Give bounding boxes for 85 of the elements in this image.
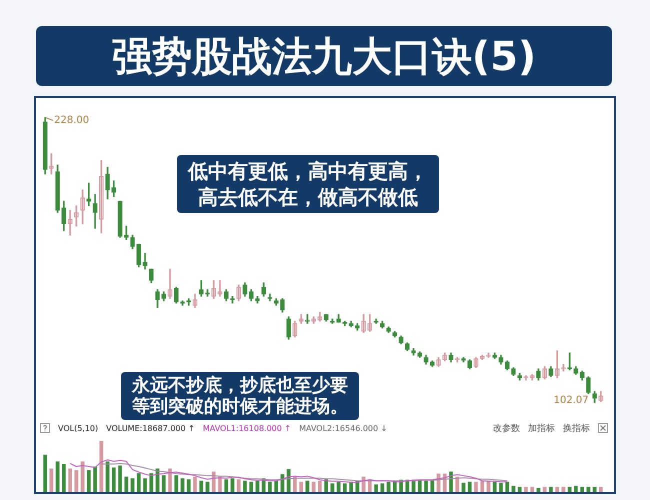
bar	[206, 482, 210, 492]
text: VOLUME:18687.000 ↑	[106, 424, 195, 432]
bar	[43, 454, 47, 492]
bar	[386, 482, 390, 492]
bar	[156, 468, 160, 492]
bar	[512, 486, 516, 492]
bar	[336, 482, 340, 492]
bar	[324, 479, 328, 492]
bar	[74, 470, 78, 492]
bar	[49, 468, 54, 492]
bar	[536, 488, 540, 492]
bar	[330, 483, 334, 492]
bar	[136, 473, 141, 492]
bar	[249, 482, 254, 492]
bar	[180, 478, 184, 492]
bar	[118, 465, 122, 492]
bar	[462, 482, 466, 492]
bar	[218, 476, 222, 492]
bar	[349, 482, 353, 492]
bar	[318, 480, 322, 492]
annotation: 102.07	[554, 395, 589, 406]
bar	[280, 474, 284, 492]
bar	[468, 482, 472, 492]
bar	[580, 486, 584, 492]
bar	[542, 486, 547, 492]
bar	[68, 468, 72, 492]
bar	[568, 486, 572, 492]
text: 换指标	[563, 422, 590, 434]
bar	[592, 486, 597, 492]
text: MAVOL1:16108.000 ↑	[202, 424, 292, 432]
bar	[499, 482, 503, 492]
bar	[530, 486, 534, 492]
bar	[424, 480, 428, 492]
chart-title: 强势股战法九大口诀(5)	[36, 26, 612, 86]
bar	[299, 482, 304, 492]
bar	[518, 486, 522, 492]
bar	[130, 478, 134, 492]
bar	[374, 484, 378, 492]
text: 改参数	[493, 422, 520, 434]
bar	[562, 486, 566, 492]
bar	[342, 483, 347, 492]
bar	[199, 480, 204, 492]
bar	[143, 478, 147, 492]
bar	[106, 461, 110, 492]
bar	[306, 480, 310, 492]
bar	[124, 476, 128, 492]
bar	[449, 472, 453, 492]
bar	[112, 468, 116, 492]
bar	[474, 482, 478, 492]
bar	[293, 476, 297, 492]
bar	[574, 486, 578, 492]
bar	[312, 482, 316, 492]
bar	[243, 480, 247, 492]
bar	[99, 441, 104, 492]
annotation: 228.00	[54, 115, 90, 126]
bar	[256, 480, 260, 492]
bar	[162, 475, 166, 492]
annotation: 永远不抄底，抄底也至少要等到突破的时候才能进场。	[121, 372, 359, 420]
bar	[380, 483, 384, 492]
bar	[224, 479, 228, 492]
bar	[505, 482, 510, 492]
bar	[362, 476, 366, 492]
bar	[549, 486, 553, 492]
bar	[93, 466, 97, 492]
bar	[492, 482, 497, 492]
bar	[193, 476, 197, 492]
annotation: 低中有更低，高中有更高，高去低不在，做高不做低	[177, 155, 439, 213]
bar	[86, 470, 91, 492]
text: VOL(5,10)	[58, 424, 98, 432]
bar	[268, 482, 272, 492]
bar	[168, 468, 172, 492]
bar	[230, 478, 234, 492]
bar	[62, 464, 66, 492]
bar	[174, 475, 178, 492]
bar	[56, 461, 60, 492]
bar	[80, 461, 84, 492]
text: 加指标	[528, 422, 555, 434]
bar	[486, 480, 490, 492]
bar	[555, 486, 560, 492]
bar	[186, 479, 191, 492]
text: MAVOL2:16546.000 ↓	[299, 424, 388, 432]
bar	[524, 486, 528, 492]
bar	[236, 479, 241, 492]
bar	[586, 486, 590, 492]
bar	[599, 486, 603, 492]
